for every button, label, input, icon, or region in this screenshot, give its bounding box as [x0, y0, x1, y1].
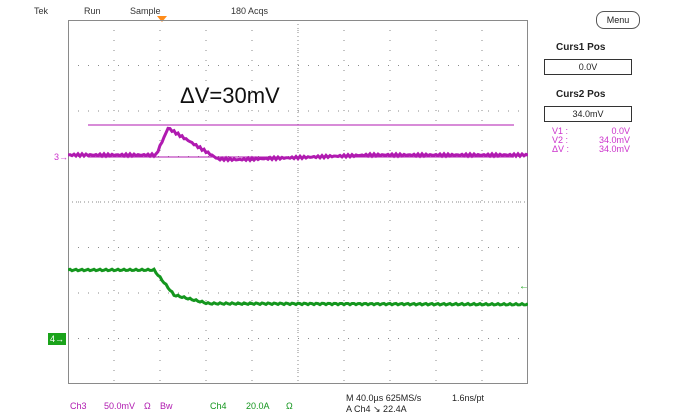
cursor-readout: V1 : 0.0V V2 : 34.0mV ΔV : 34.0mV	[552, 127, 630, 154]
curs2-label: Curs2 Pos	[556, 89, 606, 100]
ch3-label: Ch3	[70, 401, 87, 411]
ch3-level-marker: 3→	[54, 152, 69, 162]
trigger-position-icon	[157, 16, 167, 22]
acquisition-count: 180 Acqs	[231, 6, 269, 16]
ch4-waveform	[68, 267, 528, 307]
readout-row: ΔV : 34.0mV	[552, 145, 630, 154]
readout-value: 34.0mV	[598, 144, 630, 154]
readout-key: V1 :	[552, 126, 569, 136]
ch3-scale: 50.0mV	[104, 401, 136, 411]
curs1-label: Curs1 Pos	[556, 42, 606, 53]
readout-key: ΔV :	[552, 144, 570, 154]
curs2-position-field[interactable]: 34.0mV	[544, 106, 632, 122]
acquire-mode: Sample	[130, 6, 161, 16]
settings-bar: Ch3 50.0mV Ω Bw Ch4 20.0A Ω M 40.0µs 625…	[0, 387, 540, 417]
waveform-display	[68, 20, 528, 384]
timebase: M 40.0µs 625MS/s	[346, 393, 422, 403]
ch3-waveform	[68, 126, 528, 163]
readout-row: V2 : 34.0mV	[552, 136, 630, 145]
ch4-coupling: Ω	[286, 401, 293, 411]
readout-value: 34.0mV	[598, 135, 630, 145]
trigger-level-arrow-icon: ←	[519, 281, 529, 292]
ch4-label: Ch4	[210, 401, 227, 411]
ch4-scale: 20.0A	[246, 401, 270, 411]
readout-value: 0.0V	[611, 126, 630, 136]
delta-v-annotation: ΔV=30mV	[180, 83, 280, 108]
readout-row: V1 : 0.0V	[552, 127, 630, 136]
ch4-marker-label: 4	[49, 334, 55, 344]
ch3-coupling: Ω	[144, 401, 151, 411]
ch3-bandwidth: Bw	[160, 401, 173, 411]
curs1-position-field[interactable]: 0.0V	[544, 59, 632, 75]
status-bar: Tek Run Sample 180 Acqs	[0, 0, 540, 20]
trigger-readout: A Ch4 ↘ 22.4A	[346, 404, 407, 414]
ch3-marker-label: 3	[54, 152, 60, 162]
brand-label: Tek	[34, 6, 49, 16]
run-state: Run	[84, 6, 101, 16]
readout-key: V2 :	[552, 135, 569, 145]
resolution: 1.6ns/pt	[452, 393, 485, 403]
graticule-grid	[68, 20, 528, 384]
menu-button[interactable]: Menu	[596, 11, 640, 29]
ch4-level-marker: 4→	[48, 333, 66, 345]
